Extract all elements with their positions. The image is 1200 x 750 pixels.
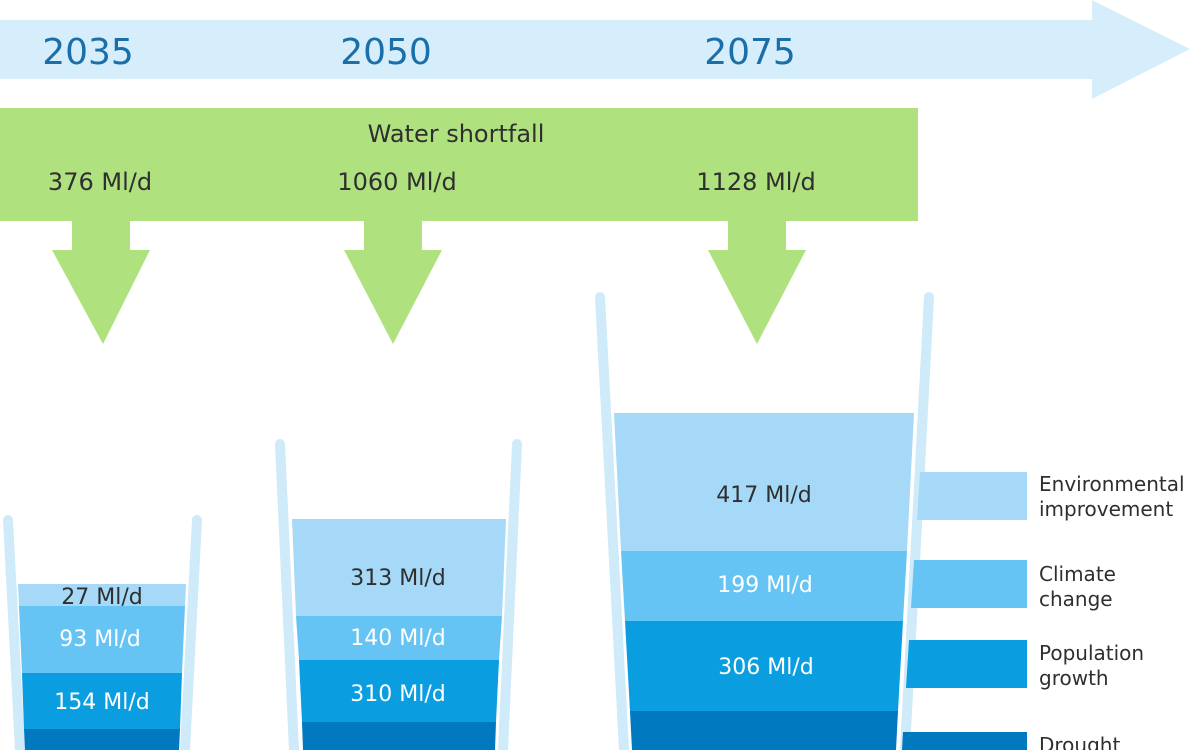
layer-drought <box>630 711 898 750</box>
layer-environmental <box>18 584 186 606</box>
year-label-2035: 2035 <box>42 32 134 73</box>
layer-label-environmental: 313 Ml/d <box>350 566 445 591</box>
layer-climate <box>19 606 185 673</box>
legend-swatch-climate <box>911 560 1027 608</box>
shortfall-band <box>0 108 918 221</box>
layer-label-environmental: 27 Ml/d <box>61 585 142 610</box>
legend-label-climate-line1: Climate <box>1039 562 1116 586</box>
legend-label-population-line1: Population <box>1039 641 1144 665</box>
shortfall-value-2035: 376 Ml/d <box>48 168 152 196</box>
legend-label-environmental-line1: Environmental <box>1039 472 1185 496</box>
down-arrow-2075 <box>708 218 806 344</box>
layer-drought <box>302 722 496 750</box>
legend-label-population-line2: growth <box>1039 666 1109 690</box>
layer-label-population: 154 Ml/d <box>54 690 149 715</box>
legend-swatch-drought <box>902 732 1027 750</box>
shortfall-value-2050: 1060 Ml/d <box>337 168 456 196</box>
layer-label-climate: 93 Ml/d <box>59 627 140 652</box>
layer-environmental <box>292 519 506 616</box>
year-label-2050: 2050 <box>340 32 432 73</box>
down-arrow-2035 <box>52 218 150 344</box>
legend-swatch-population <box>906 640 1027 688</box>
legend: Environmental improvement Climate change… <box>902 472 1185 750</box>
down-arrow-2050 <box>344 218 442 344</box>
layer-label-population: 310 Ml/d <box>350 682 445 707</box>
timeline-arrow <box>0 0 1190 99</box>
glass-rim-left <box>595 292 629 750</box>
layer-label-climate: 140 Ml/d <box>350 626 445 651</box>
layer-population <box>299 660 499 722</box>
legend-label-drought-line1: Drought <box>1039 733 1120 750</box>
glass-rim-left <box>275 439 299 750</box>
legend-label-climate-line2: change <box>1039 587 1113 611</box>
glass-2035: 27 Ml/d 93 Ml/d 154 Ml/d <box>3 515 202 750</box>
layer-label-environmental: 417 Ml/d <box>716 483 811 508</box>
legend-swatch-environmental <box>917 472 1027 520</box>
layer-environmental <box>614 413 914 551</box>
glass-2050: 313 Ml/d 140 Ml/d 310 Ml/d <box>275 439 522 750</box>
legend-label-environmental-line2: improvement <box>1039 497 1173 521</box>
layer-label-climate: 199 Ml/d <box>717 573 812 598</box>
shortfall-title: Water shortfall <box>368 120 545 148</box>
glass-rim-left <box>3 515 25 750</box>
glass-rim-right <box>180 515 202 750</box>
layer-population <box>22 673 182 729</box>
layer-climate <box>296 616 502 660</box>
layer-drought <box>24 729 180 750</box>
year-label-2075: 2075 <box>704 32 796 73</box>
shortfall-value-2075: 1128 Ml/d <box>696 168 815 196</box>
layer-population <box>625 621 903 711</box>
layer-climate <box>621 551 907 621</box>
glass-rim-right <box>498 439 522 750</box>
glass-2075: 417 Ml/d 199 Ml/d 306 Ml/d <box>595 292 934 750</box>
layer-label-population: 306 Ml/d <box>718 655 813 680</box>
